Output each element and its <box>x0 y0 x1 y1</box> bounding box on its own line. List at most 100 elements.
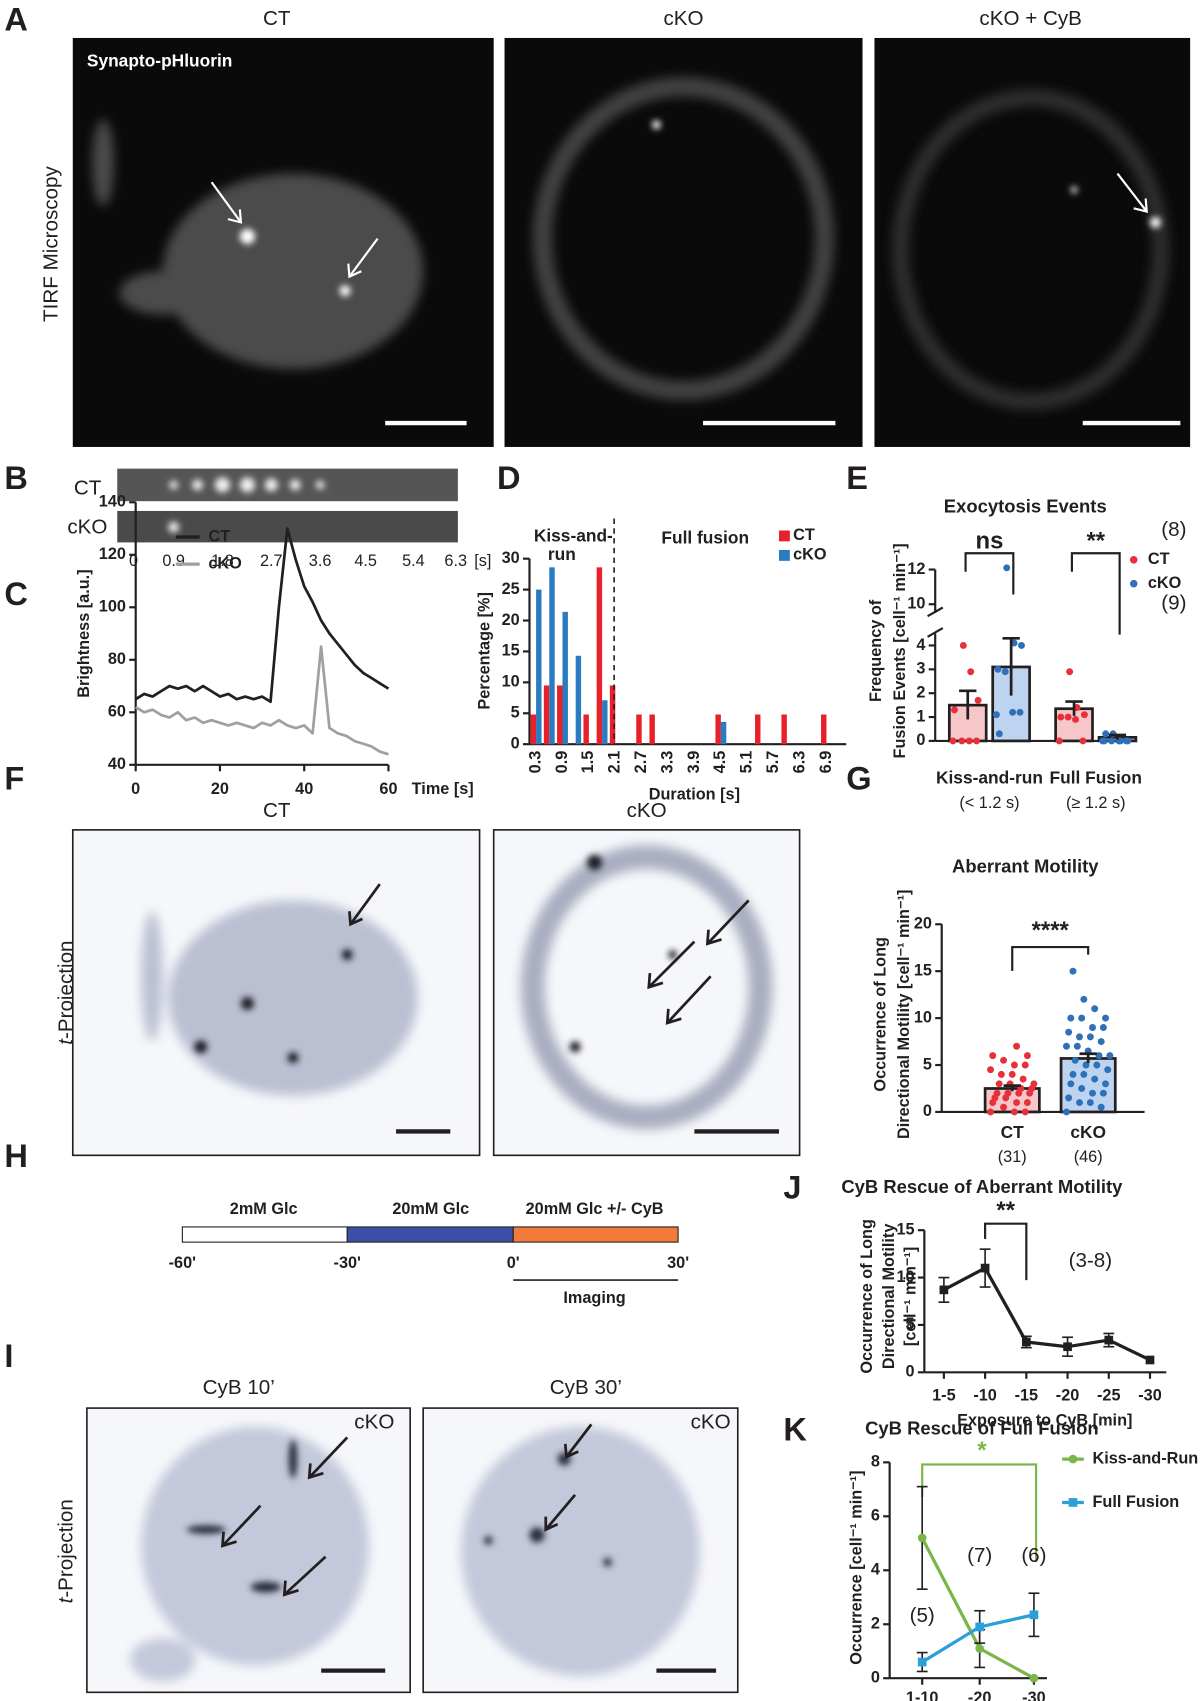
chart-title: Exocytosis Events <box>944 496 1107 517</box>
data-line <box>943 1266 1151 1362</box>
y-tick-label: 15 <box>897 1220 915 1238</box>
kymograph-strips <box>117 468 458 543</box>
panel-label: E <box>846 460 868 496</box>
legend-label: cKO <box>793 546 826 564</box>
y-tick-label: 40 <box>108 755 126 773</box>
x-tick-label: 1-10 <box>906 1689 939 1701</box>
time-tick: -30' <box>334 1254 362 1272</box>
data-point <box>1000 1103 1008 1111</box>
significance-bracket <box>921 1463 1038 1563</box>
column-title: CT <box>263 799 291 822</box>
data-point <box>917 1533 927 1543</box>
significance-bracket <box>1070 552 1121 635</box>
data-point <box>1066 668 1074 676</box>
data-point <box>1099 1089 1107 1097</box>
legend-n: (9) <box>1161 592 1186 615</box>
bar <box>636 714 642 745</box>
annotation: Full fusion <box>661 528 749 548</box>
phase-label: 20mM Glc +/- CyB <box>526 1200 664 1218</box>
projections <box>86 1407 739 1694</box>
panel-label: I <box>4 1338 13 1374</box>
data-point <box>1071 1056 1079 1064</box>
data-point <box>1086 1099 1094 1107</box>
timeline <box>181 1226 679 1281</box>
bar <box>549 567 555 745</box>
x-tick-label: -10 <box>973 1386 997 1404</box>
data-point <box>1100 737 1108 745</box>
panel-label: G <box>846 761 871 797</box>
y-tick-label: 5 <box>906 1315 915 1333</box>
data-point <box>1080 711 1088 719</box>
y-tick-label: 15 <box>502 642 520 660</box>
y-tick-label: 10 <box>914 1008 932 1026</box>
data-point <box>987 1108 995 1116</box>
panel-label: F <box>4 761 24 797</box>
bar <box>596 567 603 745</box>
legend-label: CT <box>208 527 230 545</box>
data-point <box>1021 1061 1029 1069</box>
y-tick-label: 140 <box>99 493 126 511</box>
bar <box>530 714 537 745</box>
legend-swatch <box>778 530 790 542</box>
data-point <box>1091 1005 1099 1013</box>
time-label: 4.5 <box>354 552 377 570</box>
data-point <box>1095 1052 1103 1060</box>
y-axis-label: Fusion Events [cell⁻¹ min⁻¹] <box>891 543 909 758</box>
significance: ns <box>976 528 1004 555</box>
column-title: cKO <box>627 799 667 822</box>
y-tick-label: 5 <box>923 1055 932 1073</box>
data-point <box>1102 730 1110 738</box>
data-point <box>1057 713 1065 721</box>
x-tick-label: 20 <box>211 780 229 798</box>
y-tick-label: 1 <box>916 707 925 725</box>
data-point <box>1030 1080 1038 1088</box>
data-point <box>1108 737 1116 745</box>
data-point <box>1106 1052 1114 1060</box>
phase-label: 2mM Glc <box>230 1200 298 1218</box>
bar <box>536 589 542 745</box>
data-point <box>949 737 957 745</box>
data-point <box>1019 1075 1027 1083</box>
data-point <box>959 641 967 649</box>
data-point <box>1145 1355 1155 1365</box>
data-point <box>1080 1070 1088 1078</box>
y-axis-label: Percentage [%] <box>475 592 493 710</box>
data-point <box>1089 1089 1096 1097</box>
data-line <box>134 645 389 756</box>
data-point <box>1099 1024 1107 1031</box>
data-point <box>1093 1061 1101 1069</box>
data-point <box>1076 1099 1083 1107</box>
panel-label: C <box>4 576 28 612</box>
time-tick: 30' <box>667 1254 689 1272</box>
x-tick-label: Full Fusion <box>1050 767 1143 787</box>
legend-label: CT <box>793 526 815 544</box>
data-point <box>1010 1108 1018 1116</box>
y-tick-label: 5 <box>511 704 520 722</box>
data-point <box>1102 1080 1109 1088</box>
significance-bracket <box>1011 945 1090 971</box>
bar <box>575 655 582 745</box>
data-point <box>1008 1070 1016 1078</box>
category-note: (31) <box>998 1148 1027 1166</box>
y-tick-label: 2 <box>916 683 925 701</box>
chart-title: CyB Rescue of Aberrant Motility <box>841 1176 1123 1197</box>
data-point <box>1102 1014 1109 1022</box>
data-point <box>1069 1070 1077 1078</box>
data-point <box>1055 737 1063 745</box>
data-point <box>995 730 1003 738</box>
bar <box>649 714 655 745</box>
data-point <box>1023 1052 1031 1060</box>
data-point <box>995 1080 1003 1088</box>
panel-label: K <box>783 1412 807 1448</box>
time-label: 1.8 <box>211 552 234 570</box>
significance: ** <box>996 1197 1015 1224</box>
data-point <box>1072 715 1080 723</box>
category-note: (6) <box>1021 1544 1046 1567</box>
y-axis-label: Directional Motility <box>880 1224 898 1370</box>
chart-title: Aberrant Motility <box>952 856 1099 877</box>
data-point <box>1016 708 1024 716</box>
data-point <box>1063 1108 1070 1116</box>
column-title: CyB 10’ <box>203 1376 275 1399</box>
x-axis-label: Duration [s] <box>649 785 740 803</box>
column-title: cKO + CyB <box>979 7 1082 30</box>
